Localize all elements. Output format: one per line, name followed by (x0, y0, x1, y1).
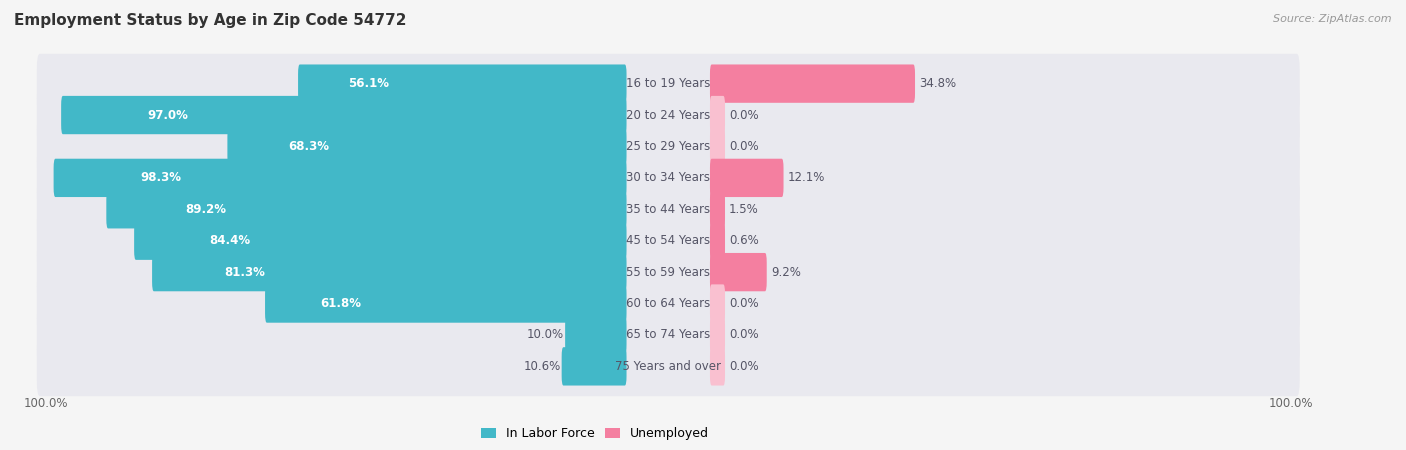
FancyBboxPatch shape (710, 127, 725, 166)
Text: 61.8%: 61.8% (321, 297, 361, 310)
Text: 35 to 44 Years: 35 to 44 Years (626, 203, 710, 216)
Text: 98.3%: 98.3% (141, 171, 181, 184)
Text: Employment Status by Age in Zip Code 54772: Employment Status by Age in Zip Code 547… (14, 14, 406, 28)
Text: 0.0%: 0.0% (730, 140, 759, 153)
FancyBboxPatch shape (710, 253, 766, 291)
Text: 56.1%: 56.1% (349, 77, 389, 90)
Legend: In Labor Force, Unemployed: In Labor Force, Unemployed (477, 422, 714, 445)
FancyBboxPatch shape (561, 347, 627, 386)
Text: 34.8%: 34.8% (920, 77, 956, 90)
Text: 10.0%: 10.0% (527, 328, 564, 342)
Text: Source: ZipAtlas.com: Source: ZipAtlas.com (1274, 14, 1392, 23)
Text: 75 Years and over: 75 Years and over (616, 360, 721, 373)
Text: 25 to 29 Years: 25 to 29 Years (626, 140, 710, 153)
Text: 45 to 54 Years: 45 to 54 Years (626, 234, 710, 247)
Text: 12.1%: 12.1% (787, 171, 825, 184)
FancyBboxPatch shape (53, 159, 627, 197)
Text: 16 to 19 Years: 16 to 19 Years (626, 77, 710, 90)
FancyBboxPatch shape (565, 316, 627, 354)
FancyBboxPatch shape (37, 211, 1299, 270)
FancyBboxPatch shape (710, 96, 725, 134)
Text: 9.2%: 9.2% (770, 266, 800, 279)
FancyBboxPatch shape (60, 96, 627, 134)
FancyBboxPatch shape (37, 148, 1299, 208)
FancyBboxPatch shape (710, 316, 725, 354)
FancyBboxPatch shape (710, 159, 783, 197)
FancyBboxPatch shape (37, 337, 1299, 396)
FancyBboxPatch shape (710, 347, 725, 386)
Text: 68.3%: 68.3% (288, 140, 329, 153)
FancyBboxPatch shape (37, 180, 1299, 239)
Text: 89.2%: 89.2% (186, 203, 226, 216)
Text: 10.6%: 10.6% (523, 360, 561, 373)
FancyBboxPatch shape (37, 242, 1299, 302)
Text: 20 to 24 Years: 20 to 24 Years (626, 108, 710, 122)
FancyBboxPatch shape (134, 221, 627, 260)
Text: 0.0%: 0.0% (730, 328, 759, 342)
FancyBboxPatch shape (37, 305, 1299, 365)
Text: 0.6%: 0.6% (730, 234, 759, 247)
FancyBboxPatch shape (37, 117, 1299, 176)
FancyBboxPatch shape (710, 190, 725, 229)
Text: 0.0%: 0.0% (730, 297, 759, 310)
FancyBboxPatch shape (298, 64, 627, 103)
FancyBboxPatch shape (152, 253, 627, 291)
Text: 0.0%: 0.0% (730, 108, 759, 122)
FancyBboxPatch shape (266, 284, 627, 323)
Text: 1.5%: 1.5% (730, 203, 759, 216)
Text: 0.0%: 0.0% (730, 360, 759, 373)
Text: 97.0%: 97.0% (148, 108, 188, 122)
FancyBboxPatch shape (710, 221, 725, 260)
FancyBboxPatch shape (37, 274, 1299, 333)
FancyBboxPatch shape (710, 284, 725, 323)
Text: 81.3%: 81.3% (225, 266, 266, 279)
FancyBboxPatch shape (107, 190, 627, 229)
Text: 84.4%: 84.4% (209, 234, 250, 247)
Text: 60 to 64 Years: 60 to 64 Years (626, 297, 710, 310)
Text: 30 to 34 Years: 30 to 34 Years (626, 171, 710, 184)
FancyBboxPatch shape (710, 64, 915, 103)
Text: 55 to 59 Years: 55 to 59 Years (626, 266, 710, 279)
FancyBboxPatch shape (37, 54, 1299, 113)
Text: 65 to 74 Years: 65 to 74 Years (626, 328, 710, 342)
FancyBboxPatch shape (228, 127, 627, 166)
FancyBboxPatch shape (37, 85, 1299, 145)
